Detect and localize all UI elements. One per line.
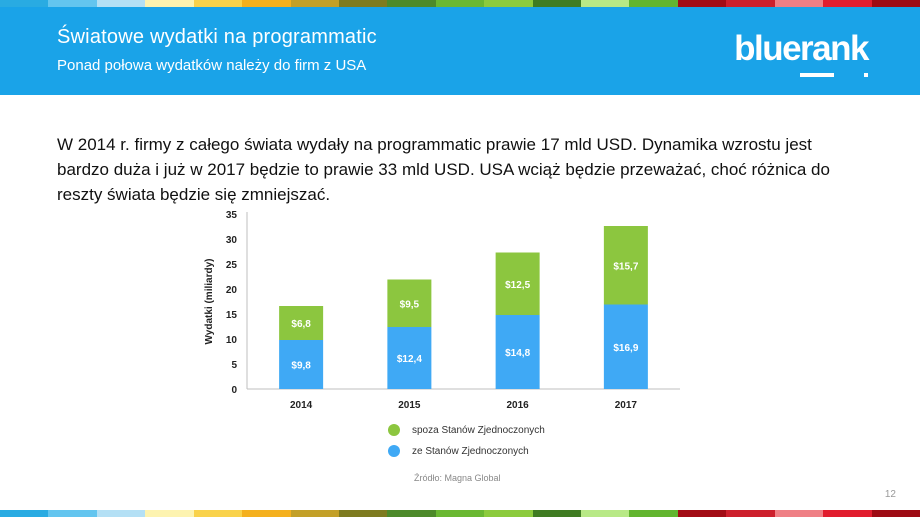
data-label-non-us-2014: $6,8 <box>291 319 311 330</box>
stripe-segment <box>581 510 630 517</box>
legend-dot-green-icon <box>388 424 400 436</box>
stripe-segment <box>726 510 775 517</box>
y-tick-label: 5 <box>231 360 237 371</box>
stripe-segment <box>145 510 194 517</box>
stripe-segment <box>193 0 243 7</box>
stripe-segment <box>581 0 630 7</box>
stripe-segment <box>48 0 97 7</box>
legend-item-us: ze Stanów Zjednoczonych <box>388 445 529 457</box>
stripe-segment <box>532 510 582 517</box>
logo-underline <box>800 73 834 77</box>
y-tick-label: 15 <box>226 310 238 321</box>
legend-item-non-us: spoza Stanów Zjednoczonych <box>388 424 545 436</box>
bar-non-us-2015 <box>387 279 432 327</box>
data-label-non-us-2017: $15,7 <box>613 261 638 272</box>
stripe-segment <box>871 510 920 517</box>
bar-non-us-2017 <box>603 226 648 305</box>
x-tick-label: 2016 <box>507 400 530 411</box>
stripe-segment <box>726 0 775 7</box>
bar-us-2016 <box>495 315 540 389</box>
bar-us-2015 <box>387 327 432 389</box>
stripe-segment <box>823 0 872 7</box>
stripe-segment <box>387 0 436 7</box>
y-tick-label: 25 <box>226 260 238 271</box>
stripe-segment <box>96 510 146 517</box>
stripe-segment <box>484 510 533 517</box>
logo-dot <box>864 73 868 77</box>
stripe-segment <box>774 510 824 517</box>
data-label-us-2014: $9,8 <box>291 361 311 372</box>
stripe-segment <box>48 510 97 517</box>
page-number: 12 <box>884 489 896 500</box>
slide-title: Światowe wydatki na programmatic <box>57 26 377 48</box>
header-banner: Światowe wydatki na programmatic Ponad p… <box>0 7 920 95</box>
data-label-us-2016: $14,8 <box>505 348 530 359</box>
stripe-segment <box>677 0 727 7</box>
x-tick-label: 2015 <box>398 400 421 411</box>
bar-non-us-2016 <box>495 252 540 315</box>
stripe-segment <box>290 510 339 517</box>
stripe-segment <box>338 0 388 7</box>
y-tick-label: 30 <box>226 235 238 246</box>
body-paragraph: W 2014 r. firmy z całego świata wydały n… <box>57 135 830 204</box>
stripe-segment <box>629 0 678 7</box>
stripe-segment <box>484 0 533 7</box>
x-tick-label: 2014 <box>290 400 313 411</box>
stripe-segment <box>677 510 727 517</box>
stripe-segment <box>0 0 49 7</box>
data-label-non-us-2016: $12,5 <box>505 280 530 291</box>
bottom-color-stripe <box>0 510 920 517</box>
source-note: Źródło: Magna Global <box>414 473 501 483</box>
stripe-segment <box>290 0 339 7</box>
stripe-segment <box>387 510 436 517</box>
y-tick-label: 10 <box>226 335 238 346</box>
y-tick-label: 0 <box>231 385 237 396</box>
data-label-us-2015: $12,4 <box>397 354 422 365</box>
bar-us-2014 <box>279 340 324 389</box>
stripe-segment <box>145 0 194 7</box>
stripe-segment <box>242 510 291 517</box>
stripe-segment <box>0 510 49 517</box>
top-color-stripe <box>0 0 920 7</box>
stripe-segment <box>823 510 872 517</box>
stripe-segment <box>774 0 824 7</box>
legend-dot-blue-icon <box>388 445 400 457</box>
stripe-segment <box>242 0 291 7</box>
bar-non-us-2014 <box>279 306 324 340</box>
legend-label-us: ze Stanów Zjednoczonych <box>412 445 529 457</box>
bar-us-2017 <box>603 304 648 389</box>
stripe-segment <box>338 510 388 517</box>
x-tick-label: 2017 <box>615 400 638 411</box>
stripe-segment <box>871 0 920 7</box>
stripe-segment <box>435 0 485 7</box>
stripe-segment <box>629 510 678 517</box>
stripe-segment <box>193 510 243 517</box>
data-label-non-us-2015: $9,5 <box>400 299 420 310</box>
y-tick-label: 35 <box>226 210 238 221</box>
data-label-us-2017: $16,9 <box>613 343 638 354</box>
stripe-segment <box>96 0 146 7</box>
bluerank-logo: bluerank <box>734 29 869 68</box>
legend-label-non-us: spoza Stanów Zjednoczonych <box>412 424 545 436</box>
stripe-segment <box>532 0 582 7</box>
y-tick-label: 20 <box>226 285 238 296</box>
stripe-segment <box>435 510 485 517</box>
y-axis-title: Wydatki (miliardy) <box>204 259 215 345</box>
slide-subtitle: Ponad połowa wydatków należy do firm z U… <box>57 57 367 74</box>
